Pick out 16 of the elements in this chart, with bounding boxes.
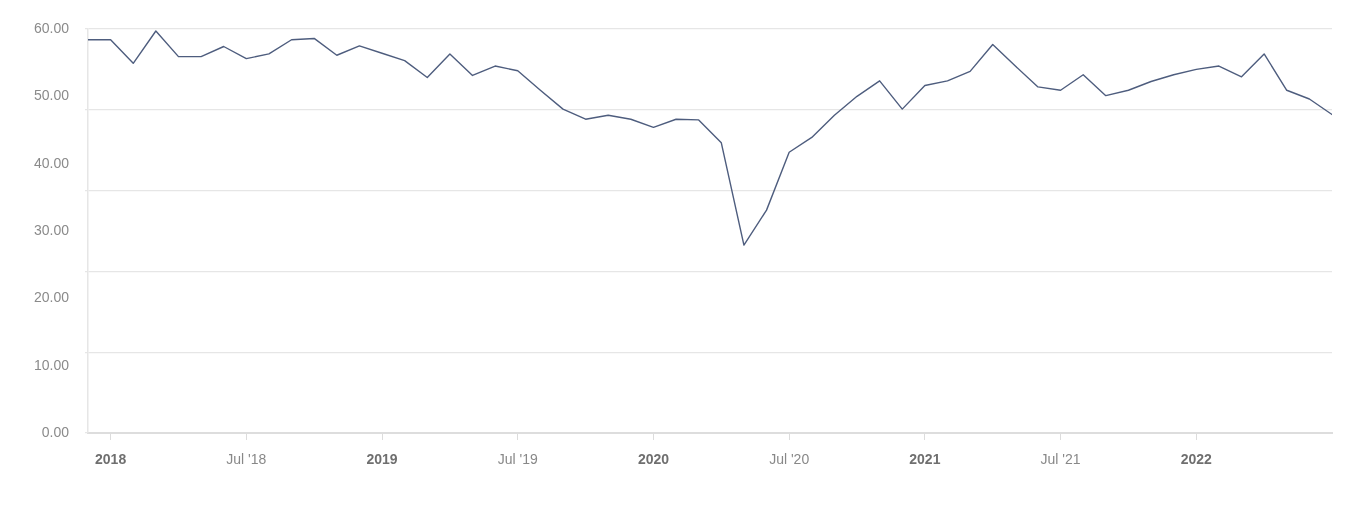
y-tick-label: 40.00	[33, 154, 70, 171]
y-tick-label: 50.00	[33, 87, 70, 104]
x-tick-label: 2018	[95, 451, 127, 468]
y-tick-label: 60.00	[33, 19, 70, 36]
x-tick-label: Jul '19	[497, 451, 538, 468]
x-tick-label: Jul '21	[1040, 451, 1081, 468]
x-tick-label: 2020	[637, 451, 670, 468]
y-tick-label: 10.00	[33, 356, 70, 373]
y-tick-label: 30.00	[33, 221, 70, 238]
x-tick-label: Jul '20	[769, 451, 810, 468]
y-tick-label: 20.00	[33, 289, 70, 306]
x-tick-label: 2022	[1180, 451, 1213, 468]
x-tick-label: 2019	[366, 451, 398, 468]
x-tick-label: Jul '18	[226, 451, 267, 468]
y-tick-label: 0.00	[41, 423, 70, 440]
x-tick-label: 2021	[909, 451, 941, 468]
